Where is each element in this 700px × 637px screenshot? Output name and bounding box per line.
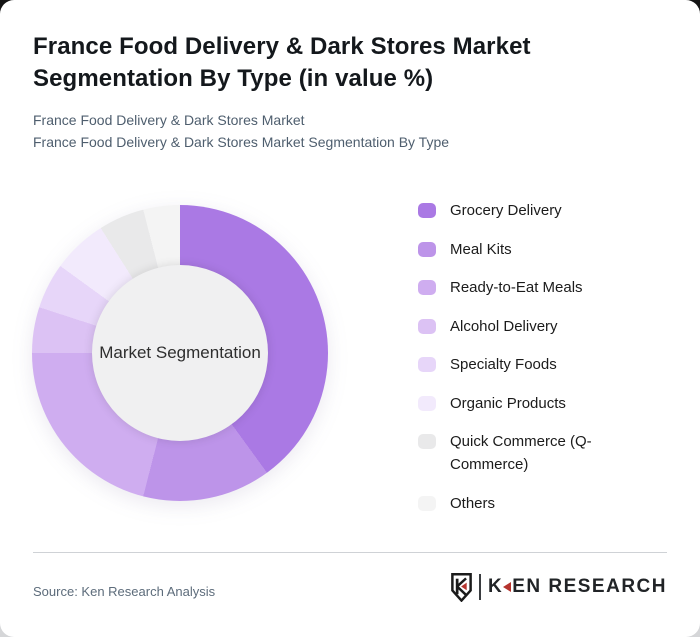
legend-item[interactable]: Meal Kits	[418, 238, 663, 261]
legend-item[interactable]: Grocery Delivery	[418, 199, 663, 222]
legend-item[interactable]: Organic Products	[418, 392, 663, 415]
ken-research-shield-icon	[451, 572, 472, 602]
page-title: France Food Delivery & Dark Stores Marke…	[33, 33, 531, 92]
legend-label: Others	[450, 494, 496, 512]
legend-item[interactable]: Specialty Foods	[418, 353, 663, 376]
legend-label: Grocery Delivery	[450, 202, 562, 219]
legend-swatch	[418, 280, 436, 295]
legend-label: Organic Products	[450, 394, 566, 412]
legend-item[interactable]: Ready-to-Eat Meals	[418, 276, 663, 299]
legend-item[interactable]: Alcohol Delivery	[418, 315, 663, 338]
source-note: Source: Ken Research Analysis	[33, 584, 216, 599]
donut-chart[interactable]: Market Segmentation	[32, 205, 328, 501]
subtitle-line-2: France Food Delivery & Dark Stores Marke…	[33, 133, 450, 150]
donut-center: Market Segmentation	[92, 265, 268, 441]
subtitle: France Food Delivery & Dark Stores Marke…	[33, 110, 653, 153]
logo-divider	[478, 574, 481, 600]
subtitle-line-1: France Food Delivery & Dark Stores Marke…	[33, 112, 305, 128]
donut-center-label: Market Segmentation	[99, 343, 261, 362]
chart-legend: Grocery Delivery Meal Kits Ready-to-Eat Me…	[418, 199, 663, 515]
legend-swatch	[418, 203, 436, 218]
legend-swatch	[418, 395, 436, 411]
legend-swatch	[418, 241, 436, 257]
legend-label: Specialty Foods	[450, 356, 557, 373]
footer-divider	[33, 552, 667, 553]
logo-wordmark: K EN RESEARCH	[488, 576, 667, 598]
legend-swatch	[418, 434, 436, 449]
legend-item[interactable]: Others	[418, 492, 663, 515]
legend-swatch	[418, 357, 436, 372]
logo-letter-k: K	[487, 576, 504, 597]
legend-label: Meal Kits	[450, 240, 512, 258]
logo-red-triangle-icon	[503, 582, 512, 592]
legend-label: Alcohol Delivery	[450, 317, 558, 335]
legend-label: Ready-to-Eat Meals	[450, 279, 583, 296]
legend-item[interactable]: Quick Commerce (Q-Commerce)	[418, 430, 663, 476]
logo-text-rest: EN RESEARCH	[512, 576, 667, 597]
legend-swatch	[418, 318, 436, 334]
ken-research-logo: K EN RESEARCH	[450, 571, 667, 603]
legend-swatch	[418, 495, 436, 511]
legend-label: Quick Commerce (Q-Commerce)	[450, 433, 592, 473]
